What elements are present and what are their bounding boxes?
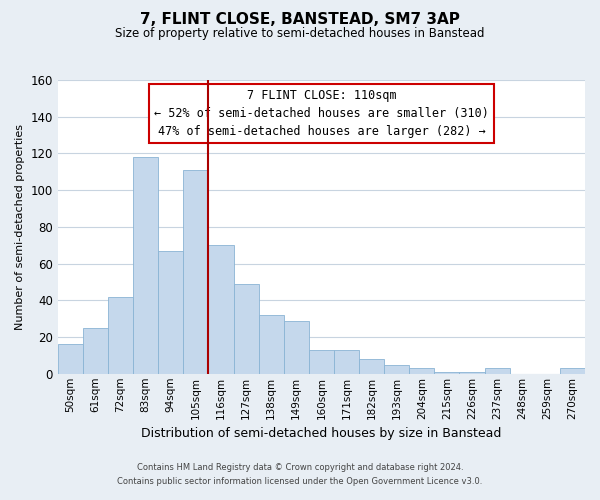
X-axis label: Distribution of semi-detached houses by size in Banstead: Distribution of semi-detached houses by … (141, 427, 502, 440)
Text: Size of property relative to semi-detached houses in Banstead: Size of property relative to semi-detach… (115, 28, 485, 40)
Text: 7, FLINT CLOSE, BANSTEAD, SM7 3AP: 7, FLINT CLOSE, BANSTEAD, SM7 3AP (140, 12, 460, 28)
Bar (384, 364, 409, 374)
Text: Contains public sector information licensed under the Open Government Licence v3: Contains public sector information licen… (118, 477, 482, 486)
Bar (460, 372, 485, 374)
Bar (58, 344, 83, 374)
Bar (108, 296, 133, 374)
Bar (409, 368, 434, 374)
Text: 7 FLINT CLOSE: 110sqm
← 52% of semi-detached houses are smaller (310)
47% of sem: 7 FLINT CLOSE: 110sqm ← 52% of semi-deta… (154, 89, 489, 138)
Text: Contains HM Land Registry data © Crown copyright and database right 2024.: Contains HM Land Registry data © Crown c… (137, 464, 463, 472)
Y-axis label: Number of semi-detached properties: Number of semi-detached properties (15, 124, 25, 330)
Bar (233, 284, 259, 374)
Bar (158, 251, 184, 374)
Bar (485, 368, 509, 374)
Bar (83, 328, 108, 374)
Bar (184, 170, 208, 374)
Bar (208, 245, 233, 374)
Bar (309, 350, 334, 374)
Bar (334, 350, 359, 374)
Bar (434, 372, 460, 374)
Bar (133, 157, 158, 374)
Bar (259, 315, 284, 374)
Bar (560, 368, 585, 374)
Bar (359, 359, 384, 374)
Bar (284, 320, 309, 374)
